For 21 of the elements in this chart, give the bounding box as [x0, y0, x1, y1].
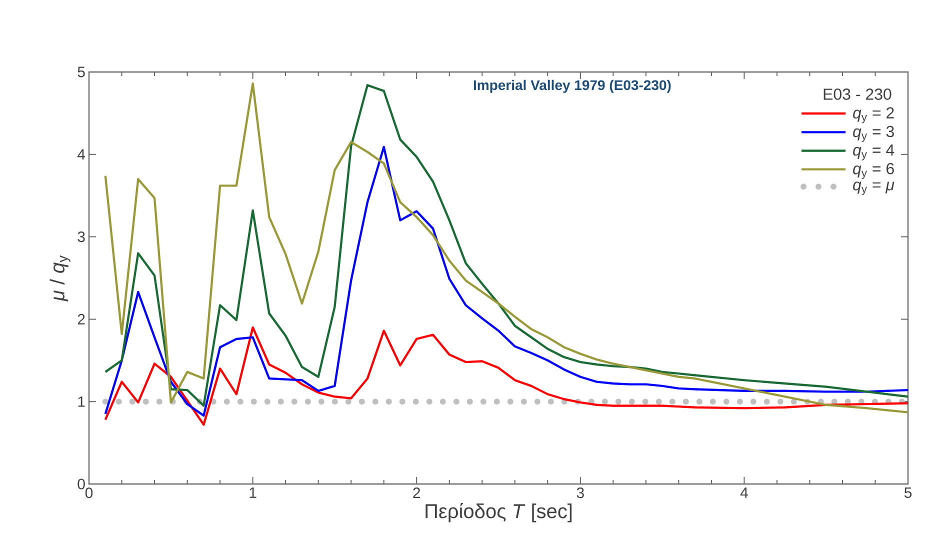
x-tick-label: 4	[740, 488, 748, 498]
y-tick-label: 3	[78, 231, 85, 242]
y-tick-label: 2	[78, 314, 85, 324]
x-tick-label: 0	[85, 488, 93, 498]
legend-label: q$_{y}$ = 4	[853, 144, 894, 160]
y-tick-label: 0	[78, 478, 85, 490]
x-axis-title: Περίοδος T [sec]	[426, 502, 572, 522]
legend-label: q$_{y}$ = 6	[853, 162, 894, 180]
x-tick-label: 3	[576, 488, 584, 498]
y-tick-label: 4	[77, 149, 86, 160]
x-tick-label: 1	[250, 488, 256, 498]
legend-title: E03 - 230	[824, 88, 892, 100]
x-tick-label: 5	[904, 488, 912, 498]
y-tick-label: 1	[78, 396, 85, 407]
x-tick-label: 2	[413, 488, 420, 498]
y-axis-title: μ / q$_{y}$	[50, 255, 70, 302]
legend-label: q$_{y}$ = 3	[853, 126, 894, 142]
y-tick-label: 5	[78, 66, 85, 78]
legend-label: q$_{y}$ = 2	[853, 107, 894, 124]
text: Imperial Valley 1979 (E03-230)	[474, 80, 671, 93]
legend-label: q$_{y}$ = μ	[853, 182, 894, 196]
